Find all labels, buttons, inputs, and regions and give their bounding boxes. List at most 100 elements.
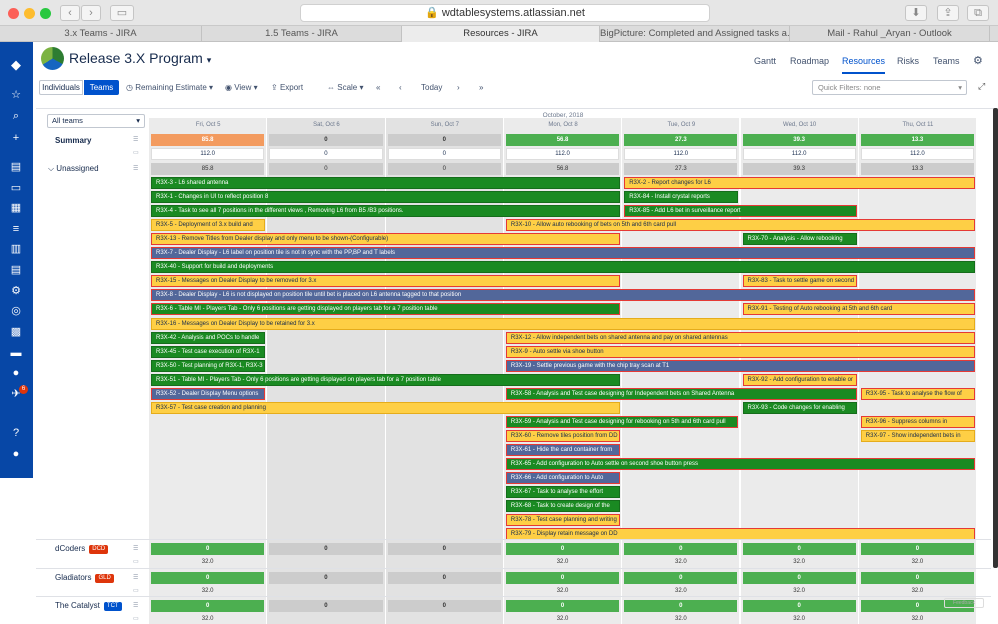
help-icon[interactable]: ? xyxy=(12,427,20,439)
task-bar[interactable]: R3X-78 - Test case planning and writing xyxy=(505,514,621,527)
nav-risks[interactable]: Risks xyxy=(897,56,919,66)
individuals-toggle[interactable]: Individuals xyxy=(39,80,83,95)
page-title[interactable]: Release 3.X Program ▾ xyxy=(69,50,211,66)
back-icon[interactable]: ‹ xyxy=(60,5,80,21)
task-bar[interactable]: R3X-85 - Add L6 bet in surveillance repo… xyxy=(624,205,857,218)
remaining-estimate-dropdown[interactable]: ◷ Remaining Estimate ▾ xyxy=(126,83,214,92)
task-bar[interactable]: R3X-60 - Remove tiles position from DD xyxy=(505,429,621,442)
export-button[interactable]: ⇪ Export xyxy=(271,80,303,95)
reports-icon[interactable]: ▤ xyxy=(10,264,22,276)
notifications-icon[interactable]: ✈ xyxy=(11,388,21,400)
calendar-icon[interactable]: ▬ xyxy=(10,347,22,359)
task-bar[interactable]: R3X-10 - Allow auto rebooking of bets on… xyxy=(505,219,976,232)
task-bar[interactable]: R3X-57 - Test case creation and planning xyxy=(151,401,621,414)
task-bar[interactable]: R3X-2 - Report changes for L6 xyxy=(624,177,976,189)
menu-icon[interactable]: ☰ xyxy=(133,166,139,172)
task-bar[interactable]: R3X-93 - Code changes for enabling xyxy=(742,401,857,414)
backlog-icon[interactable]: ▦ xyxy=(10,202,22,214)
team-name[interactable]: dCoders DCD xyxy=(55,544,109,554)
star-icon[interactable]: ☆ xyxy=(11,89,21,101)
feedback-button[interactable]: Feedback xyxy=(944,598,984,608)
target-icon[interactable]: ◎ xyxy=(11,305,21,317)
next-icon[interactable]: › xyxy=(457,83,460,92)
jira-logo-icon[interactable]: ◆ xyxy=(11,57,21,72)
browser-tab[interactable]: BigPicture: Completed and Assigned tasks… xyxy=(600,26,790,42)
create-icon[interactable]: + xyxy=(12,132,20,144)
qr-icon[interactable]: ▩ xyxy=(10,326,22,338)
task-bar[interactable]: R3X-5 - Deployment of 3.x build and xyxy=(151,219,266,232)
task-bar[interactable]: R3X-7 - Dealer Display - L6 label on pos… xyxy=(151,247,976,260)
download-icon[interactable]: ⬇ xyxy=(905,5,927,21)
url-bar[interactable]: 🔒 wdtablesystems.atlassian.net xyxy=(300,4,710,22)
menu-icon[interactable]: ☰ xyxy=(133,137,139,143)
minimize-window-icon[interactable] xyxy=(24,8,35,19)
task-bar[interactable]: R3X-66 - Add configuration to Auto xyxy=(505,472,621,485)
nav-teams[interactable]: Teams xyxy=(933,56,960,66)
releases-icon[interactable]: ≡ xyxy=(12,223,20,235)
task-bar[interactable]: R3X-67 - Task to analyse the effort xyxy=(505,486,621,499)
task-bar[interactable]: R3X-1 - Changes in UI to reflect positio… xyxy=(151,191,621,204)
task-bar[interactable]: R3X-3 - L6 shared antenna xyxy=(151,177,621,189)
first-icon[interactable]: « xyxy=(376,83,381,92)
task-bar[interactable]: R3X-95 - Task to analyse the flow of xyxy=(860,387,976,400)
avatar[interactable]: ● xyxy=(12,448,20,460)
search-icon[interactable]: ⌕ xyxy=(12,110,20,122)
browser-tab[interactable]: Mail - Rahul _Aryan - Outlook xyxy=(790,26,990,42)
chart-icon[interactable]: ● xyxy=(12,367,20,379)
team-filter-select[interactable]: All teams ▾ xyxy=(47,114,145,128)
fullscreen-icon[interactable]: ⤢ xyxy=(978,81,986,91)
task-bar[interactable]: R3X-15 - Messages on Dealer Display to b… xyxy=(151,275,621,288)
nav-gantt[interactable]: Gantt xyxy=(754,56,777,66)
task-bar[interactable]: R3X-42 - Analysis and POCs to handle xyxy=(151,331,266,344)
today-button[interactable]: Today xyxy=(421,83,443,92)
browser-tab-active[interactable]: Resources - JIRA xyxy=(402,26,600,42)
scrollbar[interactable] xyxy=(993,108,998,568)
task-bar[interactable]: R3X-96 - Suppress columns in xyxy=(860,415,976,428)
task-bar[interactable]: R3X-65 - Add configuration to Auto settl… xyxy=(505,458,976,470)
board-icon[interactable]: ▤ xyxy=(10,161,22,173)
task-bar[interactable]: R3X-68 - Task to create design of the xyxy=(505,500,621,513)
sidebar-toggle-icon[interactable]: ▭ xyxy=(110,5,134,21)
task-bar[interactable]: R3X-58 - Analysis and Test case designin… xyxy=(505,387,857,400)
browser-tab[interactable]: 1.5 Teams - JIRA xyxy=(202,26,402,42)
task-bar[interactable]: R3X-12 - Allow independent bets on share… xyxy=(505,331,976,344)
team-name[interactable]: The Catalyst TCT xyxy=(55,601,122,611)
task-bar[interactable]: R3X-52 - Dealer Display Menu options xyxy=(151,387,266,400)
task-bar[interactable]: R3X-97 - Show independent bets in xyxy=(860,429,976,442)
close-window-icon[interactable] xyxy=(8,8,19,19)
task-bar[interactable]: R3X-45 - Test case execution of R3X-1 xyxy=(151,345,266,358)
task-bar[interactable]: R3X-6 - Table MI - Players Tab - Only 6 … xyxy=(151,303,621,316)
task-bar[interactable]: R3X-83 - Task to settle game on second xyxy=(742,275,857,288)
teams-toggle[interactable]: Teams xyxy=(84,80,119,95)
settings-icon[interactable]: ⚙ xyxy=(11,285,21,297)
zoom-window-icon[interactable] xyxy=(40,8,51,19)
menu-icon[interactable]: ☰ xyxy=(133,575,139,581)
browser-tab[interactable]: 3.x Teams - JIRA xyxy=(0,26,202,42)
nav-resources[interactable]: Resources xyxy=(842,56,886,74)
team-name[interactable]: Gladiators GLD xyxy=(55,573,114,583)
task-bar[interactable]: R3X-92 - Add configuration to enable or xyxy=(742,373,857,386)
tabs-overview-icon[interactable]: ⧉ xyxy=(967,5,989,21)
task-bar[interactable]: R3X-50 - Test planning of R3X-1, R3X-3 xyxy=(151,359,266,372)
gear-icon[interactable]: ⚙ xyxy=(973,55,983,67)
folder-icon[interactable]: ▭ xyxy=(10,182,22,194)
task-bar[interactable]: R3X-16 - Messages on Dealer Display to b… xyxy=(151,317,976,330)
task-bar[interactable]: R3X-8 - Dealer Display - L6 is not displ… xyxy=(151,289,976,302)
prev-icon[interactable]: ‹ xyxy=(399,83,402,92)
nav-roadmap[interactable]: Roadmap xyxy=(790,56,830,66)
task-bar[interactable]: R3X-19 - Settle previous game with the c… xyxy=(505,359,976,372)
task-bar[interactable]: R3X-13 - Remove Titles from Dealer displ… xyxy=(151,233,621,246)
unassigned-label[interactable]: ⌵ Unassigned xyxy=(48,164,99,174)
task-bar[interactable]: R3X-61 - Hide the card container from xyxy=(505,443,621,456)
task-bar[interactable]: R3X-70 - Analysis - Allow rebooking xyxy=(742,233,857,246)
last-icon[interactable]: » xyxy=(479,83,484,92)
task-bar[interactable]: R3X-51 - Table MI - Players Tab - Only 6… xyxy=(151,373,621,386)
forward-icon[interactable]: › xyxy=(81,5,101,21)
table-icon[interactable]: ▥ xyxy=(10,243,22,255)
task-bar[interactable]: R3X-40 - Support for build and deploymen… xyxy=(151,261,976,274)
task-bar[interactable]: R3X-4 - Task to see all 7 positions in t… xyxy=(151,205,621,218)
task-bar[interactable]: R3X-84 - Install crystal reports xyxy=(624,191,739,204)
scale-dropdown[interactable]: ⇔ Scale ▾ xyxy=(327,83,364,92)
view-dropdown[interactable]: ◉ View ▾ xyxy=(225,83,258,92)
menu-icon[interactable]: ☰ xyxy=(133,546,139,552)
